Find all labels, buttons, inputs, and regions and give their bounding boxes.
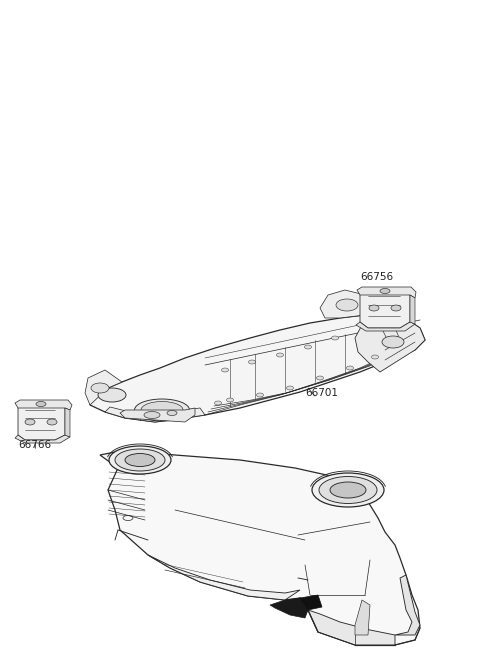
Polygon shape [320,290,375,318]
Ellipse shape [316,376,324,380]
Polygon shape [90,315,425,422]
Ellipse shape [167,411,177,415]
Polygon shape [148,555,300,600]
Ellipse shape [227,398,233,402]
Polygon shape [355,600,370,635]
Polygon shape [356,322,415,331]
Ellipse shape [330,482,366,498]
Polygon shape [85,370,122,405]
Polygon shape [308,610,395,645]
Polygon shape [65,408,70,437]
Ellipse shape [336,299,358,311]
Ellipse shape [134,399,190,421]
Polygon shape [410,295,415,324]
Ellipse shape [380,288,390,293]
Ellipse shape [109,446,171,474]
Ellipse shape [391,305,401,311]
Polygon shape [355,315,425,372]
Ellipse shape [276,353,284,357]
Ellipse shape [221,368,228,372]
Ellipse shape [115,449,165,471]
Ellipse shape [347,366,353,370]
Ellipse shape [36,402,46,407]
Ellipse shape [144,411,160,419]
Text: 66701: 66701 [305,388,338,398]
Polygon shape [360,288,410,328]
Polygon shape [18,402,65,440]
Ellipse shape [141,402,183,419]
Polygon shape [300,595,322,610]
Text: 66756: 66756 [360,272,393,282]
Polygon shape [100,452,420,645]
Ellipse shape [215,401,221,405]
Ellipse shape [256,393,264,397]
Polygon shape [270,598,308,618]
Ellipse shape [369,305,379,311]
Polygon shape [15,400,72,410]
Polygon shape [357,287,416,298]
Ellipse shape [287,386,293,390]
Polygon shape [105,407,205,422]
Ellipse shape [98,388,126,402]
Ellipse shape [372,355,379,359]
Ellipse shape [249,360,255,364]
Ellipse shape [312,473,384,507]
Polygon shape [15,435,70,443]
Text: 66766: 66766 [18,440,51,450]
Ellipse shape [332,336,338,340]
Ellipse shape [91,383,109,393]
Ellipse shape [382,336,404,348]
Ellipse shape [304,345,312,349]
Ellipse shape [125,453,155,466]
Ellipse shape [47,419,57,425]
Ellipse shape [319,476,377,504]
Polygon shape [120,408,195,422]
Polygon shape [395,575,420,635]
Ellipse shape [25,419,35,425]
